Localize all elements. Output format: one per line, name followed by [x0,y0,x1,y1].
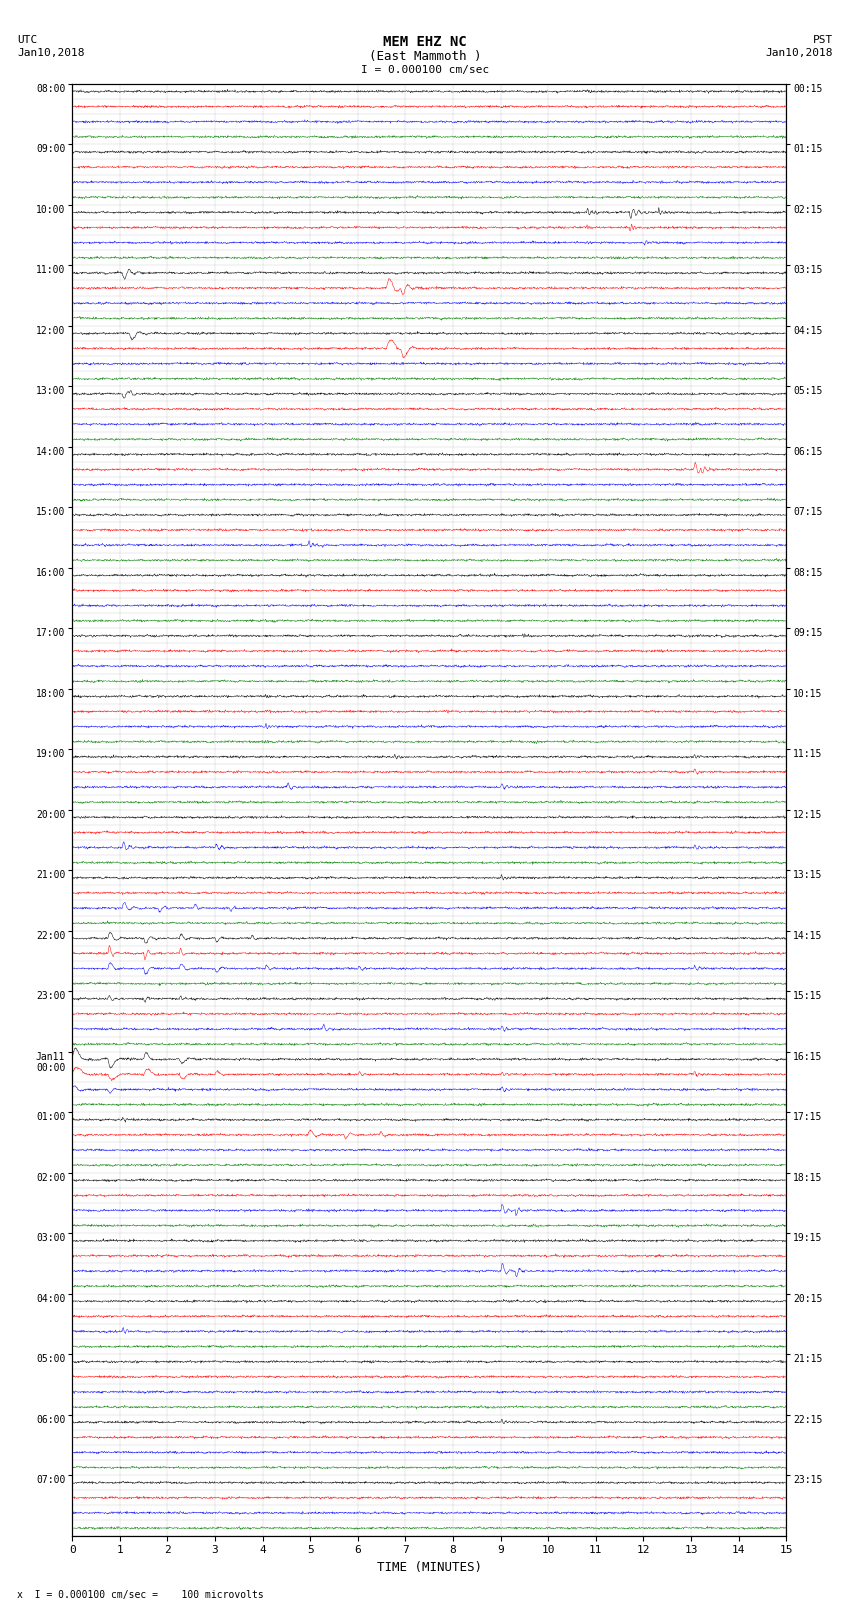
Text: MEM EHZ NC: MEM EHZ NC [383,35,467,50]
Text: (East Mammoth ): (East Mammoth ) [369,50,481,63]
Text: Jan10,2018: Jan10,2018 [766,48,833,58]
Text: PST: PST [813,35,833,45]
Text: Jan10,2018: Jan10,2018 [17,48,84,58]
X-axis label: TIME (MINUTES): TIME (MINUTES) [377,1561,482,1574]
Text: x  I = 0.000100 cm/sec =    100 microvolts: x I = 0.000100 cm/sec = 100 microvolts [17,1590,264,1600]
Text: I = 0.000100 cm/sec: I = 0.000100 cm/sec [361,65,489,74]
Text: UTC: UTC [17,35,37,45]
